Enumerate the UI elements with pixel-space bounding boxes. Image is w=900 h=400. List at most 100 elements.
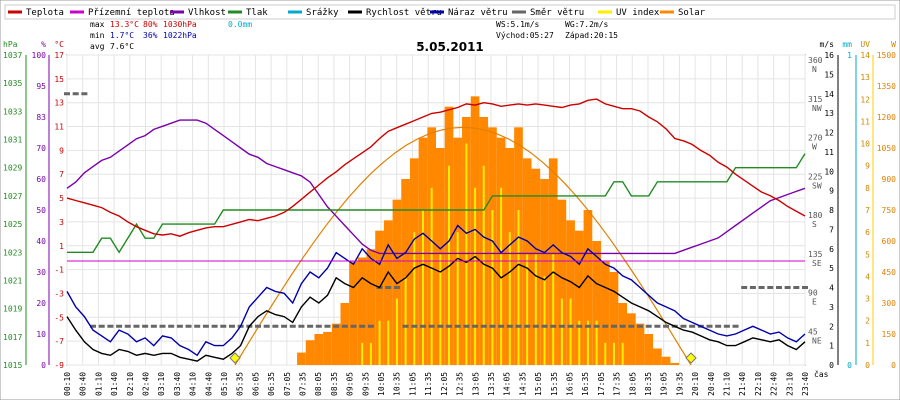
- wind-gust-line: [66, 224, 806, 357]
- legend-label-0: Teplota: [26, 8, 64, 18]
- sun-markers: [229, 352, 697, 364]
- degc-axis-label: °C: [54, 40, 64, 49]
- dir-axis-tick: 45: [808, 327, 818, 336]
- uv-axis-tick: 11: [860, 117, 870, 126]
- dir-axis-tick: 90: [808, 289, 818, 298]
- legend: Teplota Přízemní teplota Vlhkost Tlak Srážky…: [8, 8, 706, 18]
- pct-axis-tick: 60: [36, 175, 46, 184]
- degc-axis-tick: 9: [59, 146, 64, 155]
- solar-bar: [600, 261, 610, 365]
- sunset-marker: [685, 352, 697, 364]
- chart-title: 5.05.2011: [416, 40, 484, 54]
- legend-label-1: Přízemní teplota: [88, 8, 175, 18]
- wind-dir-mark: [133, 324, 140, 328]
- wind-dir-mark: [64, 92, 70, 96]
- w-axis-tick: 150: [882, 330, 897, 339]
- w-axis-tick: 600: [882, 237, 897, 246]
- uv-axis-tick: 0: [865, 361, 870, 370]
- ms-axis-tick: 6: [829, 245, 834, 254]
- x-tick-label: 15:05: [534, 372, 543, 396]
- degc-axis-tick: -3: [54, 289, 64, 298]
- mm-axis-label: mm: [842, 40, 852, 49]
- x-tick-label: 12:35: [456, 372, 465, 396]
- ms-axis-tick: 9: [829, 187, 834, 196]
- wind-dir-mark: [645, 324, 652, 328]
- wind-dir-mark: [610, 324, 617, 328]
- wind-dir-mark: [602, 324, 609, 328]
- solar-bar: [644, 334, 654, 365]
- ms-axis-tick: 11: [824, 148, 834, 157]
- stat-min-label: min: [90, 31, 105, 40]
- pct-axis-tick: 0: [41, 361, 46, 370]
- solar-bar: [670, 362, 680, 365]
- x-tick-label: 10:35: [393, 372, 402, 396]
- solar-bar: [392, 199, 402, 365]
- dir-axis-tick-letter: E: [812, 298, 817, 307]
- wind-dir-mark: [124, 324, 131, 328]
- solar-bar: [401, 179, 410, 365]
- x-axis-ticks: 00:10 00:40 01:10 01:40 02:10 02:40 03:10 03:40…: [63, 372, 810, 396]
- wind-dir-mark: [315, 324, 322, 328]
- wind-dir-mark: [593, 324, 600, 328]
- legend-bar: [4, 4, 896, 20]
- degc-axis-tick: 3: [59, 218, 64, 227]
- solar-bar: [323, 331, 332, 365]
- uv-bar: [387, 320, 390, 365]
- ms-axis-tick: 5: [829, 264, 834, 273]
- wind-dir-mark: [185, 324, 192, 328]
- ms-axis-tick: 15: [824, 70, 834, 79]
- pct-axis-label: %: [41, 40, 46, 49]
- stat-avg-temp: 7.6°C: [110, 42, 134, 51]
- degc-axis-tick: 5: [59, 194, 64, 203]
- wind-dir-mark: [758, 286, 765, 289]
- pressure-line: [67, 153, 806, 254]
- wind-dir-mark: [715, 324, 722, 328]
- wind-dir-mark: [98, 324, 105, 328]
- uv-bar: [517, 210, 520, 365]
- hpa-axis-tick: 1029: [3, 164, 22, 173]
- stat-max-label: max: [90, 20, 105, 29]
- solar-theoretical-curve: [234, 126, 692, 366]
- info-wg: WG:7.2m/s: [565, 20, 609, 29]
- solar-bar: [635, 323, 645, 365]
- x-tick-label: 10:05: [377, 372, 386, 396]
- hpa-axis-tick: 1025: [3, 220, 22, 229]
- wind-dir-mark: [541, 324, 548, 328]
- ms-axis-tick: 13: [824, 109, 834, 118]
- uv-bar: [430, 187, 433, 365]
- wind-dir-mark: [333, 324, 340, 328]
- hpa-axis-label: hPa: [3, 40, 18, 49]
- wind-dir-mark: [359, 324, 366, 328]
- legend-label-9: Solar: [678, 8, 706, 18]
- wind-dir-mark: [411, 324, 418, 328]
- x-tick-label: 21:40: [738, 372, 747, 396]
- wind-dir-mark: [454, 324, 461, 328]
- solar-bar: [609, 272, 619, 365]
- hpa-axis-tick: 1037: [3, 51, 22, 60]
- uv-bar: [413, 232, 416, 365]
- legend-label-5: Rychlost větru: [366, 8, 442, 18]
- uv-bar: [378, 320, 381, 365]
- degc-axis-tick: 7: [59, 170, 64, 179]
- wind-dir-mark: [732, 324, 739, 328]
- x-tick-label: 20:10: [691, 372, 700, 396]
- wind-dir-mark: [437, 324, 444, 328]
- solar-bar: [627, 313, 636, 365]
- ms-axis-tick: 1: [829, 342, 834, 351]
- wind-dir-mark: [506, 324, 513, 328]
- solar-bar: [305, 340, 315, 365]
- w-axis-tick: 1500: [877, 51, 896, 60]
- degc-axis-tick: 13: [54, 99, 64, 108]
- solar-bar: [331, 323, 341, 365]
- pct-axis-tick: 10: [36, 330, 46, 339]
- stat-min-press: 1022hPa: [163, 31, 197, 40]
- uv-axis-tick: 1: [865, 339, 870, 348]
- dir-axis-tick-letter: W: [812, 143, 817, 152]
- stat-max-hum: 80%: [143, 20, 158, 29]
- stat-max-press: 1030hPa: [163, 20, 197, 29]
- x-tick-label: 21:10: [722, 372, 731, 396]
- solar-bar: [566, 220, 575, 365]
- w-axis-tick: 900: [882, 175, 897, 184]
- x-tick-label: 03:40: [173, 372, 182, 396]
